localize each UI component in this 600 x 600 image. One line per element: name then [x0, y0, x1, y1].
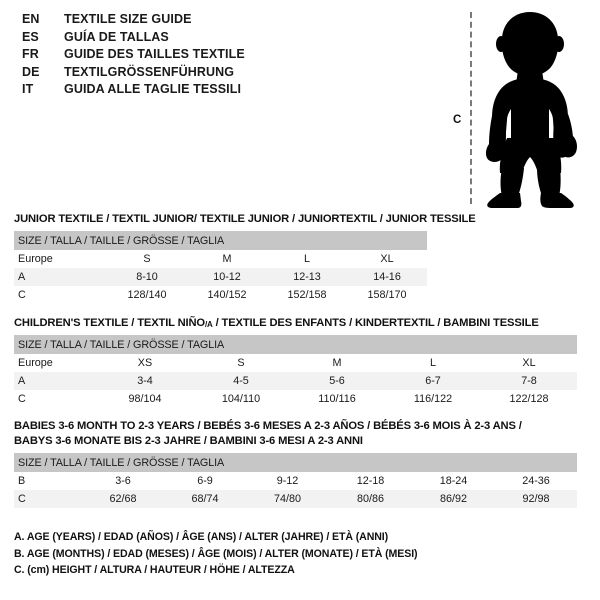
table-cell: 5-6	[289, 372, 385, 390]
table-cell: 4-5	[193, 372, 289, 390]
table-row: C 98/104 104/110 110/116 116/122 122/128	[14, 390, 577, 408]
row-label: Europe	[18, 253, 53, 265]
babies-table-title-line1: BABIES 3-6 MONTH TO 2-3 YEARS / BEBÉS 3-…	[14, 420, 522, 432]
language-code: FR	[22, 47, 39, 61]
table-cell: 116/122	[413, 393, 453, 405]
height-marker-label: C	[453, 114, 462, 126]
babies-size-table: SIZE / TALLA / TAILLE / GRÖSSE / TAGLIA …	[14, 453, 578, 508]
language-row: IT GUIDA ALLE TAGLIE TESSILI	[22, 82, 322, 100]
table-cell: XL	[522, 357, 536, 369]
language-row: EN TEXTILE SIZE GUIDE	[22, 12, 322, 30]
junior-table-header-bar: SIZE / TALLA / TAILLE / GRÖSSE / TAGLIA	[14, 231, 428, 250]
language-code: EN	[22, 12, 40, 26]
row-label: A	[14, 372, 97, 390]
table-cell: 140/152	[207, 289, 247, 301]
table-cell: 68/74	[164, 490, 246, 508]
babies-header-bar-label: SIZE / TALLA / TAILLE / GRÖSSE / TAGLIA	[14, 453, 578, 472]
table-row: C 128/140 140/152 152/158 158/170	[14, 286, 427, 304]
children-title-subscript: /A	[204, 320, 213, 329]
junior-header-bar-label: SIZE / TALLA / TAILLE / GRÖSSE / TAGLIA	[14, 231, 428, 250]
language-header-block: EN TEXTILE SIZE GUIDE ES GUÍA DE TALLAS …	[22, 12, 322, 100]
table-cell: S	[143, 253, 151, 265]
children-title-part2: / TEXTILE DES ENFANTS / KINDERTEXTIL / B…	[212, 317, 539, 329]
table-cell: 8-10	[107, 268, 187, 286]
table-cell: XL	[380, 253, 394, 265]
language-title: TEXTILE SIZE GUIDE	[64, 12, 192, 26]
table-cell: 12-18	[356, 475, 385, 487]
table-row: A 8-10 10-12 12-13 14-16	[14, 268, 428, 286]
table-cell: 98/104	[128, 393, 162, 405]
language-title: GUIDE DES TAILLES TEXTILE	[64, 47, 245, 61]
language-row: FR GUIDE DES TAILLES TEXTILE	[22, 47, 322, 65]
table-row: A 3-4 4-5 5-6 6-7 7-8	[14, 372, 578, 390]
table-cell: 122/128	[509, 393, 549, 405]
table-cell: 24-36	[522, 475, 550, 487]
table-cell: 128/140	[127, 289, 167, 301]
row-label: C	[14, 490, 82, 508]
legend-block: A. AGE (YEARS) / EDAD (AÑOS) / ÂGE (ANS)…	[14, 529, 454, 579]
junior-table-block: JUNIOR TEXTILE / TEXTIL JUNIOR/ TEXTILE …	[14, 212, 476, 304]
junior-table-title: JUNIOR TEXTILE / TEXTIL JUNIOR/ TEXTILE …	[14, 213, 476, 225]
table-cell: 7-8	[481, 372, 578, 390]
table-cell: 9-12	[276, 475, 299, 487]
toddler-silhouette-icon	[485, 12, 577, 208]
table-cell: 104/110	[221, 393, 261, 405]
table-cell: 158/170	[367, 289, 407, 301]
language-code: ES	[22, 29, 39, 44]
table-cell: 62/68	[82, 490, 164, 508]
table-cell: M	[332, 357, 342, 369]
table-cell: 110/116	[318, 393, 356, 405]
children-title-part1: CHILDREN'S TEXTILE / TEXTIL NIÑO	[14, 317, 205, 329]
table-cell: 152/158	[287, 289, 327, 301]
babies-table-block: BABIES 3-6 MONTH TO 2-3 YEARS / BEBÉS 3-…	[14, 419, 578, 508]
table-cell: 18-24	[439, 475, 468, 487]
language-code: DE	[22, 64, 40, 79]
row-label: A	[14, 268, 107, 286]
children-table-header-bar: SIZE / TALLA / TAILLE / GRÖSSE / TAGLIA	[14, 335, 578, 354]
language-title: GUÍA DE TALLAS	[64, 29, 169, 44]
table-cell: 6-7	[385, 372, 481, 390]
table-row: Europe XS S M L XL	[14, 354, 577, 372]
row-label: C	[18, 289, 26, 301]
row-label: Europe	[18, 357, 53, 369]
babies-table-header-bar: SIZE / TALLA / TAILLE / GRÖSSE / TAGLIA	[14, 453, 578, 472]
babies-table-title-line2: BABYS 3-6 MONATE BIS 2-3 JAHRE / BAMBINI…	[14, 435, 363, 447]
language-row: DE TEXTILGRÖSSENFÜHRUNG	[22, 65, 322, 83]
legend-line-b: B. AGE (MONTHS) / EDAD (MESES) / ÂGE (MO…	[14, 547, 418, 560]
table-cell: 80/86	[329, 490, 412, 508]
table-cell: M	[222, 253, 232, 265]
table-cell: L	[303, 253, 310, 265]
table-cell: L	[429, 357, 436, 369]
table-cell: 92/98	[495, 490, 578, 508]
table-cell: 10-12	[187, 268, 267, 286]
junior-size-table: SIZE / TALLA / TAILLE / GRÖSSE / TAGLIA …	[14, 231, 428, 304]
children-header-bar-label: SIZE / TALLA / TAILLE / GRÖSSE / TAGLIA	[14, 335, 578, 354]
table-row: C 62/68 68/74 74/80 80/86 86/92 92/98	[14, 490, 578, 508]
row-label: C	[18, 393, 26, 405]
children-table-block: CHILDREN'S TEXTILE / TEXTIL NIÑO/A / TEX…	[14, 316, 578, 408]
row-label: B	[18, 475, 26, 487]
table-row: Europe S M L XL	[14, 250, 427, 268]
language-title: GUIDA ALLE TAGLIE TESSILI	[64, 82, 242, 96]
table-cell: 74/80	[246, 490, 329, 508]
table-cell: 6-9	[197, 475, 213, 487]
legend-line-c: C. (cm) HEIGHT / ALTURA / HAUTEUR / HÖHE…	[14, 564, 295, 576]
table-cell: 86/92	[412, 490, 495, 508]
language-code: IT	[22, 82, 34, 96]
height-figure-block: C	[448, 8, 588, 208]
children-size-table: SIZE / TALLA / TAILLE / GRÖSSE / TAGLIA …	[14, 335, 578, 408]
table-cell: XS	[137, 357, 153, 369]
language-title: TEXTILGRÖSSENFÜHRUNG	[64, 64, 235, 79]
height-dashed-line	[470, 12, 472, 204]
language-row: ES GUÍA DE TALLAS	[22, 30, 322, 48]
children-table-title: CHILDREN'S TEXTILE / TEXTIL NIÑO/A / TEX…	[14, 316, 577, 331]
table-row: B 3-6 6-9 9-12 12-18 18-24 24-36	[14, 472, 577, 490]
table-cell: 3-4	[97, 372, 193, 390]
table-cell: 3-6	[115, 475, 131, 487]
table-cell: 12-13	[267, 268, 347, 286]
table-cell: 14-16	[347, 268, 428, 286]
legend-line-a: A. AGE (YEARS) / EDAD (AÑOS) / ÂGE (ANS)…	[14, 531, 389, 543]
table-cell: S	[237, 357, 245, 369]
